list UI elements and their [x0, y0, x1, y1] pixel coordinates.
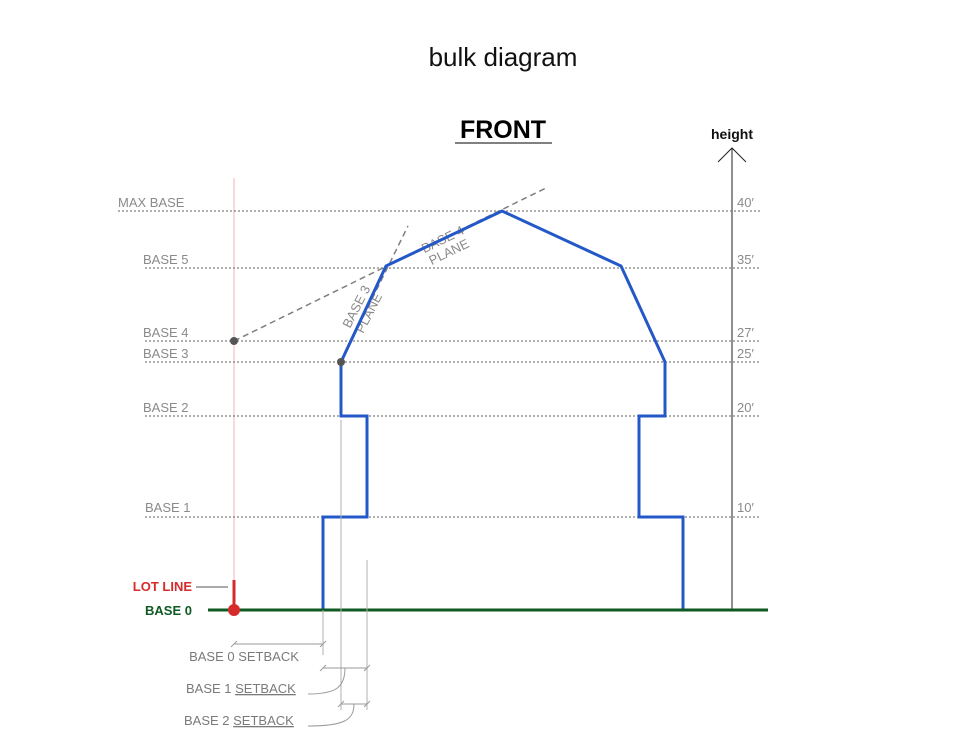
- base-0-setback-prefix: BASE 0: [189, 649, 238, 664]
- base-1-setback-word: SETBACK: [235, 681, 296, 696]
- level-name-base-1: BASE 1: [145, 500, 191, 515]
- diagram-title: bulk diagram: [429, 42, 578, 72]
- level-name-base-2: BASE 2: [143, 400, 189, 415]
- level-value-base-3: 25′: [737, 346, 754, 361]
- base-2-setback-prefix: BASE 2: [184, 713, 233, 728]
- base-1-setback-leader: [307, 667, 346, 695]
- base-2-setback-leader: [307, 703, 355, 727]
- level-value-base-4: 27′: [737, 325, 754, 340]
- level-name-base-4: BASE 4: [143, 325, 189, 340]
- base-0-setback-word: SETBACK: [238, 649, 299, 664]
- base-1-setback-prefix: BASE 1: [186, 681, 235, 696]
- base-0-setback-label: BASE 0 SETBACK: [189, 649, 299, 664]
- base-2-setback-tick-right: [363, 700, 371, 708]
- height-axis-arrow-icon: [717, 147, 747, 163]
- level-value-max-base: 40′: [737, 195, 754, 210]
- base-2-setback-label: BASE 2 SETBACK: [184, 713, 294, 728]
- base-1-setback-tick-left: [319, 664, 327, 672]
- base-0-setback-tick-right: [319, 640, 327, 648]
- lot-line-label: LOT LINE: [133, 579, 193, 594]
- base-3-plane-label: BASE 3 PLANE: [339, 283, 385, 335]
- level-value-base-2: 20′: [737, 400, 754, 415]
- level-name-base-3: BASE 3: [143, 346, 189, 361]
- base-0-setback-tick-left: [230, 640, 238, 648]
- base-2-setback-tick-left: [337, 700, 345, 708]
- base-1-setback-tick-right: [363, 664, 371, 672]
- base-0-label: BASE 0: [145, 603, 192, 618]
- level-value-base-1: 10′: [737, 500, 754, 515]
- base-4-plane-origin-point: [230, 337, 238, 345]
- base-3-plane-origin-point: [337, 358, 345, 366]
- level-name-base-5: BASE 5: [143, 252, 189, 267]
- level-name-max-base: MAX BASE: [118, 195, 185, 210]
- base-2-setback-word: SETBACK: [233, 713, 294, 728]
- level-value-base-5: 35′: [737, 252, 754, 267]
- height-axis-label: height: [711, 126, 753, 142]
- base-1-setback-label: BASE 1 SETBACK: [186, 681, 296, 696]
- lot-line-dot: [228, 604, 240, 616]
- front-label: FRONT: [460, 116, 546, 144]
- building-outline: [321, 209, 685, 610]
